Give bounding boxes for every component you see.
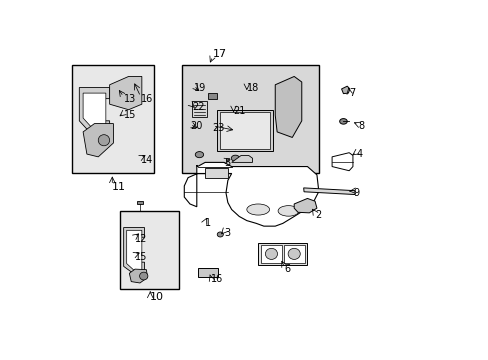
Polygon shape xyxy=(294,198,316,213)
Text: 9: 9 xyxy=(352,188,358,198)
Ellipse shape xyxy=(287,248,300,260)
Text: 11: 11 xyxy=(112,183,126,192)
Text: 4: 4 xyxy=(356,149,362,159)
Text: 22: 22 xyxy=(191,102,204,112)
Polygon shape xyxy=(216,110,273,151)
Text: 12: 12 xyxy=(135,234,147,244)
Ellipse shape xyxy=(246,204,269,215)
Text: 21: 21 xyxy=(233,106,245,116)
FancyBboxPatch shape xyxy=(258,243,307,265)
Polygon shape xyxy=(83,93,105,126)
Ellipse shape xyxy=(265,248,277,260)
Polygon shape xyxy=(220,112,269,149)
Text: 3: 3 xyxy=(224,228,230,238)
Text: 1: 1 xyxy=(205,219,211,228)
Polygon shape xyxy=(109,76,142,110)
Polygon shape xyxy=(303,188,354,194)
Text: 23: 23 xyxy=(212,123,224,133)
FancyBboxPatch shape xyxy=(197,268,218,278)
Text: 8: 8 xyxy=(358,121,364,131)
Text: 16: 16 xyxy=(210,274,223,284)
Polygon shape xyxy=(129,269,147,283)
FancyBboxPatch shape xyxy=(120,211,178,288)
Text: 15: 15 xyxy=(135,252,147,262)
Polygon shape xyxy=(126,230,142,270)
Ellipse shape xyxy=(98,135,109,146)
Polygon shape xyxy=(341,86,349,94)
Text: 2: 2 xyxy=(314,210,321,220)
Polygon shape xyxy=(275,76,301,138)
Text: 20: 20 xyxy=(189,121,202,131)
Text: 13: 13 xyxy=(123,94,136,104)
Text: 10: 10 xyxy=(150,292,164,302)
Polygon shape xyxy=(184,162,318,226)
Text: 5: 5 xyxy=(224,158,230,168)
Ellipse shape xyxy=(195,152,203,158)
Text: 16: 16 xyxy=(141,94,153,104)
Ellipse shape xyxy=(139,272,147,280)
Polygon shape xyxy=(231,156,252,162)
Text: 14: 14 xyxy=(141,155,153,165)
FancyBboxPatch shape xyxy=(182,66,318,174)
Text: 7: 7 xyxy=(348,88,355,98)
Text: 18: 18 xyxy=(246,82,259,93)
Polygon shape xyxy=(123,228,144,273)
Ellipse shape xyxy=(217,232,223,237)
Polygon shape xyxy=(331,153,352,171)
FancyBboxPatch shape xyxy=(208,93,216,99)
Text: 19: 19 xyxy=(193,82,205,93)
FancyBboxPatch shape xyxy=(72,66,154,174)
Polygon shape xyxy=(205,168,227,177)
Ellipse shape xyxy=(231,155,239,161)
Ellipse shape xyxy=(339,118,346,124)
Polygon shape xyxy=(83,123,113,157)
FancyBboxPatch shape xyxy=(137,201,142,204)
Text: 15: 15 xyxy=(123,110,136,120)
Ellipse shape xyxy=(278,206,298,216)
FancyBboxPatch shape xyxy=(284,245,304,263)
Text: 6: 6 xyxy=(284,264,290,274)
Text: 17: 17 xyxy=(212,49,226,59)
FancyBboxPatch shape xyxy=(261,245,282,263)
Polygon shape xyxy=(79,87,109,132)
